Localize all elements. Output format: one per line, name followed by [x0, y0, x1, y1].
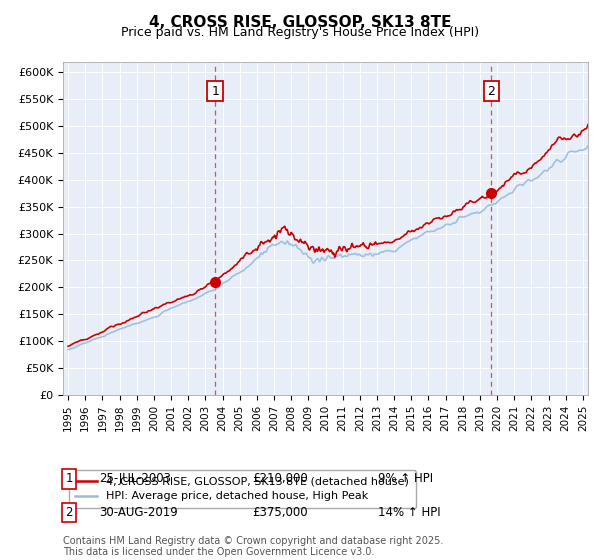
Text: 4, CROSS RISE, GLOSSOP, SK13 8TE: 4, CROSS RISE, GLOSSOP, SK13 8TE	[149, 15, 451, 30]
Text: Contains HM Land Registry data © Crown copyright and database right 2025.
This d: Contains HM Land Registry data © Crown c…	[63, 535, 443, 557]
Text: £210,000: £210,000	[252, 472, 308, 486]
Text: 14% ↑ HPI: 14% ↑ HPI	[378, 506, 440, 519]
Text: 2: 2	[65, 506, 73, 519]
Text: 2: 2	[487, 85, 496, 97]
Text: 25-JUL-2003: 25-JUL-2003	[99, 472, 171, 486]
Text: 1: 1	[65, 472, 73, 486]
Legend: 4, CROSS RISE, GLOSSOP, SK13 8TE (detached house), HPI: Average price, detached : 4, CROSS RISE, GLOSSOP, SK13 8TE (detach…	[68, 470, 416, 508]
Text: £375,000: £375,000	[252, 506, 308, 519]
Text: 1: 1	[211, 85, 219, 97]
Text: 9% ↑ HPI: 9% ↑ HPI	[378, 472, 433, 486]
Text: Price paid vs. HM Land Registry's House Price Index (HPI): Price paid vs. HM Land Registry's House …	[121, 26, 479, 39]
Text: 30-AUG-2019: 30-AUG-2019	[99, 506, 178, 519]
